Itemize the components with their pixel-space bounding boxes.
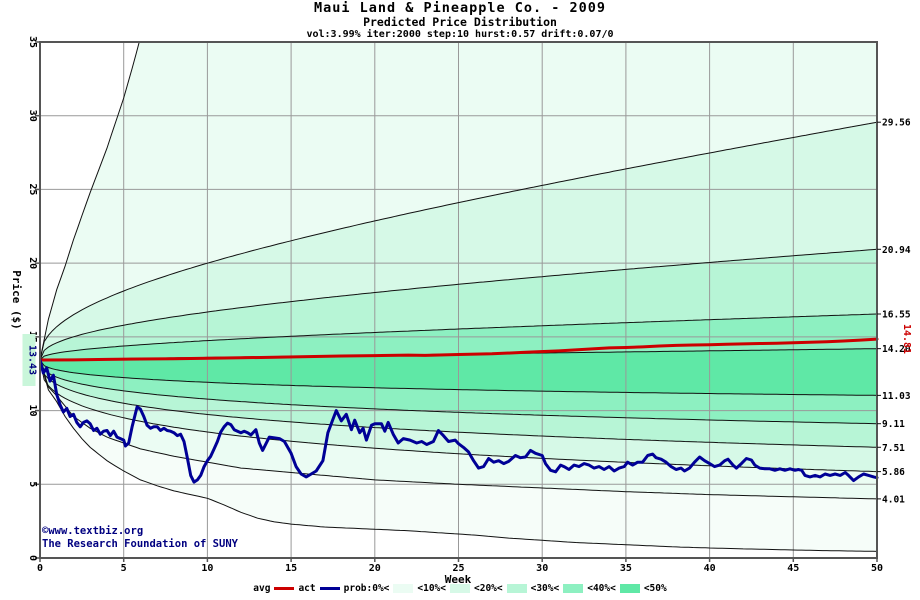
y-tick-label-5: 5: [27, 481, 38, 487]
percentile-line-pct40: [40, 359, 878, 396]
y-tick-label-30: 30: [27, 110, 38, 122]
x-tick-label-35: 35: [620, 563, 632, 574]
right-endpoint-label-pct60: 14.20: [882, 344, 911, 355]
right-endpoint-label-pct80: 20.94: [882, 245, 911, 256]
percentile-line-pct20: [40, 359, 878, 448]
legend-line-swatch: [319, 587, 340, 590]
right-endpoint-label-pct30: 9.11: [882, 419, 905, 430]
right-endpoint-label-pct20: 7.51: [882, 443, 905, 454]
credits: ©www.textbiz.org The Research Foundation…: [42, 525, 238, 551]
y-tick-label-10: 10: [27, 405, 38, 417]
legend-box-swatch: [619, 584, 640, 593]
percentile-line-pct90: [40, 121, 878, 361]
x-tick-label-50: 50: [871, 563, 883, 574]
band-pct30-pct20: [40, 360, 877, 448]
start-price-label: 13.43: [27, 345, 38, 375]
axis-tick-labels: 051015202530354045500510152025303529.562…: [27, 36, 911, 574]
right-endpoint-label-pct40: 11.03: [882, 391, 911, 402]
right-endpoint-label-pct70: 16.55: [882, 310, 911, 321]
x-tick-label-0: 0: [37, 563, 43, 574]
right-endpoint-label-pct90: 29.56: [882, 118, 911, 129]
x-tick-label-20: 20: [369, 563, 381, 574]
percentile-line-pct30: [40, 359, 878, 425]
start-price-highlight: [22, 334, 36, 386]
legend-line-swatch: [274, 587, 295, 590]
legend-label: <50%: [643, 583, 667, 594]
legend-box-swatch: [450, 584, 470, 593]
legend-label: avg: [253, 583, 271, 594]
avg-line: [40, 337, 879, 362]
x-tick-label-15: 15: [285, 563, 297, 574]
credit-org: The Research Foundation of SUNY: [42, 538, 238, 550]
chart-subtitle: Predicted Price Distribution: [363, 15, 557, 29]
avg-end-label: 14.81: [901, 324, 912, 354]
data-series: [40, 337, 879, 484]
percentile-line-pct70: [40, 313, 878, 361]
right-endpoint-label-pct0: 4.01: [882, 494, 905, 505]
x-axis-label: Week: [445, 573, 472, 586]
legend-label: <20%<: [474, 583, 503, 594]
chart-title: Maui Land & Pineapple Co. - 2009: [313, 0, 607, 16]
act-line: [40, 358, 879, 484]
legend-label: <40%<: [587, 583, 616, 594]
y-axis-label: Price ($): [10, 270, 23, 330]
chart-parameters: vol:3.99% iter:2000 step:10 hurst:0.57 d…: [306, 29, 614, 40]
legend: avg act prob:0%< <10%< <20%< <30%< <40%< <50%: [0, 583, 920, 594]
title-block: Maui Land & Pineapple Co. - 2009 Predict…: [0, 1, 920, 41]
legend-box-swatch: [563, 584, 584, 593]
x-tick-label-45: 45: [787, 563, 799, 574]
y-tick-label-25: 25: [27, 183, 38, 195]
percentile-line-pct0: [40, 359, 878, 500]
percentile-line-pct80: [40, 248, 878, 361]
legend-label: act: [298, 583, 316, 594]
legend-box-swatch: [393, 584, 414, 593]
x-tick-label-5: 5: [121, 563, 127, 574]
legend-box-swatch: [506, 584, 527, 593]
legend-label: <10%<: [417, 583, 446, 594]
axes-frame: [35, 41, 881, 562]
band-pct0-min: [40, 360, 877, 552]
y-tick-label-20: 20: [27, 257, 38, 269]
credit-site: ©www.textbiz.org: [42, 525, 144, 537]
right-endpoint-label-pct10: 5.86: [882, 467, 905, 478]
y-tick-label-0: 0: [27, 555, 38, 561]
legend-label: prob:0%<: [343, 583, 390, 594]
x-tick-label-10: 10: [201, 563, 213, 574]
band-pct20-pct10: [40, 360, 877, 472]
x-tick-label-25: 25: [452, 563, 464, 574]
y-tick-label-35: 35: [27, 36, 38, 48]
legend-label: <30%<: [530, 583, 560, 594]
x-tick-label-30: 30: [536, 563, 548, 574]
percentile-line-min: [40, 359, 878, 552]
x-tick-label-40: 40: [704, 563, 716, 574]
